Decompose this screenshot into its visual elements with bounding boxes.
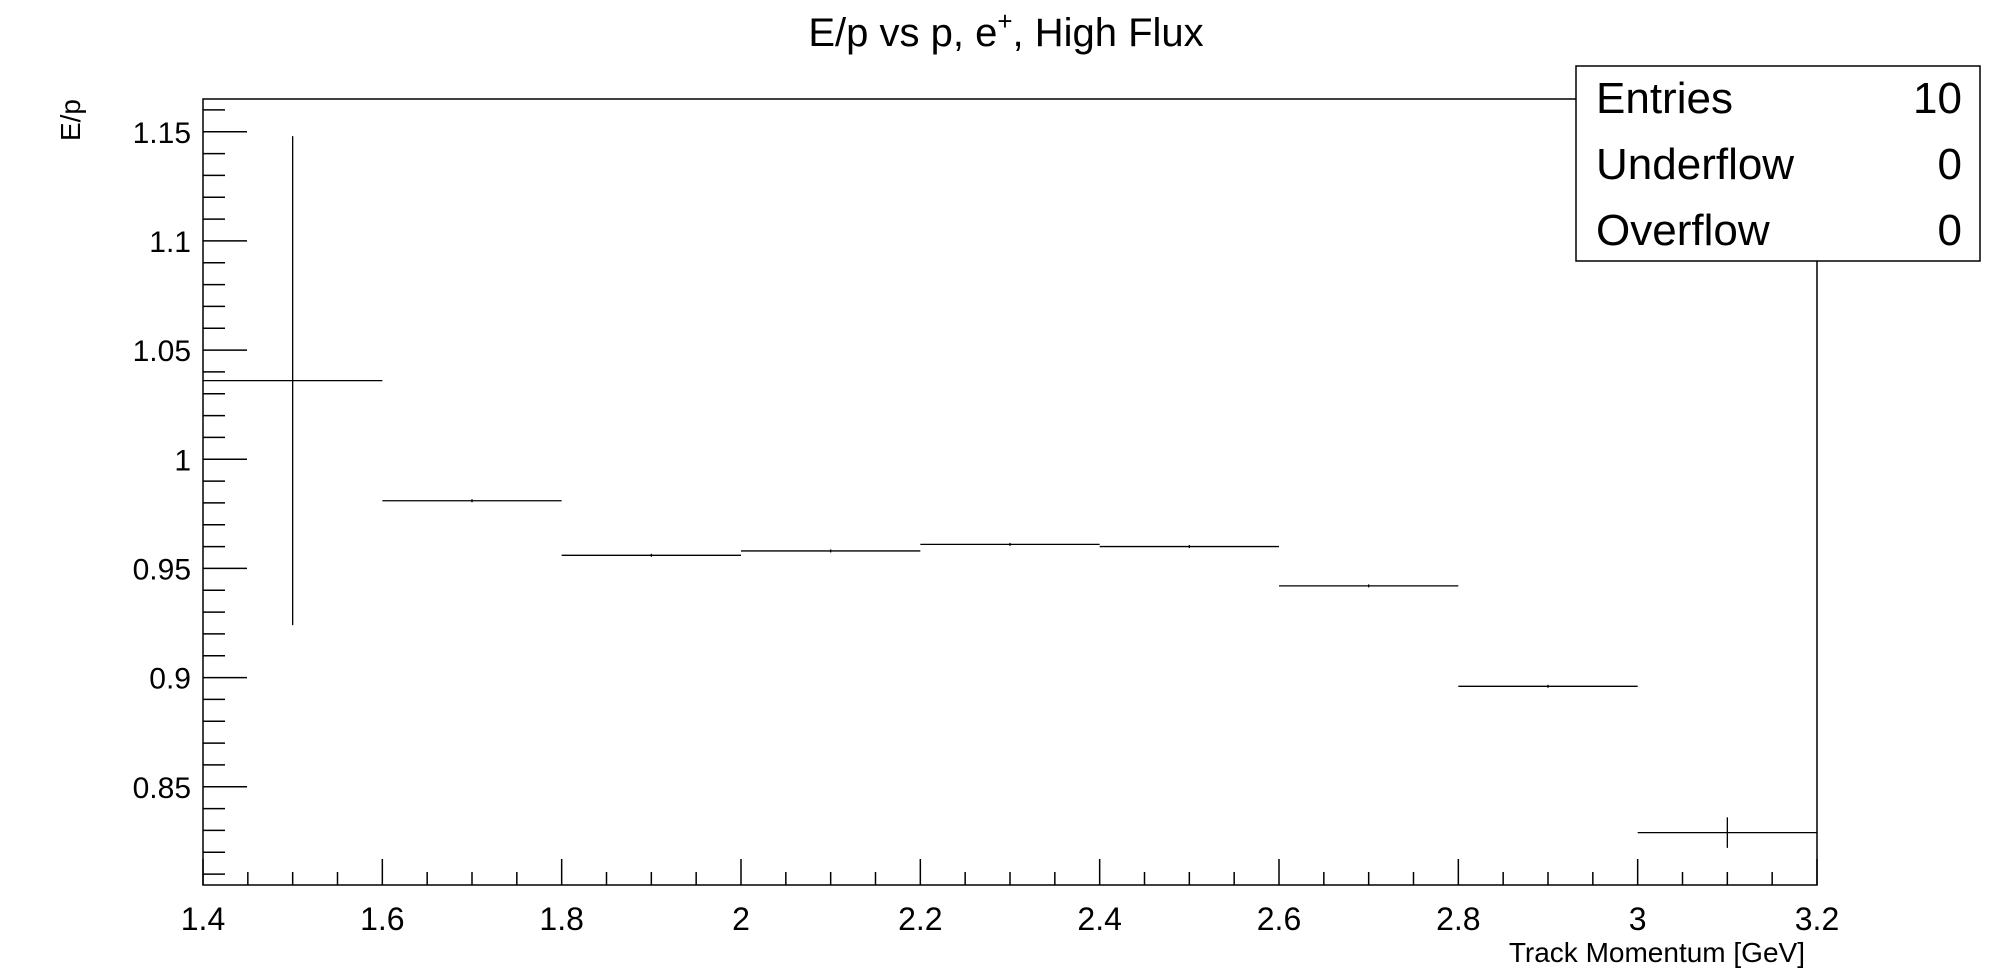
data-point — [1637, 817, 1817, 848]
x-tick-label: 2.4 — [1077, 901, 1121, 937]
stats-box-label: Overflow — [1596, 206, 1770, 255]
data-point — [203, 136, 383, 626]
stats-box-value: 0 — [1938, 140, 1962, 189]
y-tick-label: 0.9 — [149, 663, 191, 696]
stats-box: Entries 10 Underflow 0 Overflow 0 — [1575, 65, 1981, 262]
y-tick-label: 1.15 — [133, 117, 191, 150]
y-tick-label: 1.05 — [133, 335, 191, 368]
stats-box-rows: Entries 10 Underflow 0 Overflow 0 — [1596, 74, 1962, 255]
stats-box-value: 0 — [1938, 206, 1962, 255]
x-tick-label: 3 — [1629, 901, 1647, 937]
chart-title-superscript: + — [997, 6, 1012, 36]
data-point — [382, 499, 562, 503]
data-point — [561, 553, 741, 557]
data-point — [741, 549, 921, 553]
y-axis-tick-labels: 0.85 0.9 0.95 1 1.05 1.1 1.15 — [133, 117, 191, 805]
stats-box-label: Entries — [1596, 74, 1733, 123]
x-tick-label: 2.6 — [1257, 901, 1301, 937]
x-tick-label: 1.4 — [181, 901, 225, 937]
chart-title: E/p vs p, e+, High Flux — [808, 6, 1203, 55]
y-tick-label: 1.1 — [149, 226, 191, 259]
x-tick-label: 1.8 — [539, 901, 583, 937]
x-tick-label: 2.2 — [898, 901, 942, 937]
stats-box-frame — [1575, 65, 1981, 262]
stats-box-label: Underflow — [1596, 140, 1794, 189]
data-point — [920, 542, 1100, 546]
x-axis-tick-labels: 1.4 1.6 1.8 2 2.2 2.4 2.6 2.8 3 3.2 — [181, 901, 1839, 937]
chart-title-main: E/p vs p, e — [808, 11, 997, 55]
y-axis-ticks — [203, 109, 247, 875]
chart-title-suffix: , High Flux — [1013, 11, 1204, 55]
y-axis-label: E/p — [55, 99, 86, 141]
x-tick-label: 2 — [732, 901, 750, 937]
y-tick-label: 1 — [174, 444, 191, 477]
stats-box-value: 10 — [1913, 74, 1962, 123]
data-points — [203, 136, 1817, 848]
y-tick-label: 0.95 — [133, 553, 191, 586]
x-axis-label: Track Momentum [GeV] — [1509, 937, 1805, 968]
data-point — [1279, 584, 1459, 588]
data-point — [1458, 684, 1638, 688]
x-tick-label: 3.2 — [1795, 901, 1839, 937]
x-tick-label: 1.6 — [360, 901, 404, 937]
data-point — [1099, 545, 1279, 549]
x-tick-label: 2.8 — [1436, 901, 1480, 937]
x-axis-ticks — [202, 859, 1818, 885]
y-tick-label: 0.85 — [133, 772, 191, 805]
